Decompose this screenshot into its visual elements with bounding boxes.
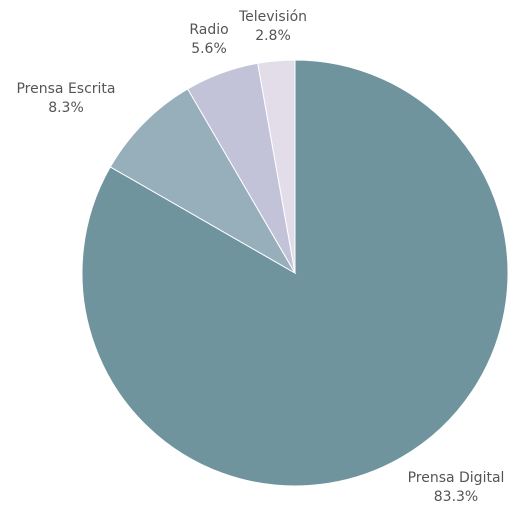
label-prensa-escrita: Prensa Escrita	[16, 81, 115, 97]
pie-slices	[81, 59, 509, 487]
slice-television	[257, 59, 296, 274]
value-label-television: 2.8%	[255, 28, 291, 44]
pie-labels: Prensa Digital 83.3% Prensa Escrita 8.3% Rad…	[16, 9, 504, 505]
label-prensa-digital: Prensa Digital	[408, 470, 505, 486]
label-television: Televisión	[238, 9, 307, 25]
value-label-prensa-escrita: 8.3%	[48, 100, 84, 116]
label-radio: Radio	[189, 22, 228, 38]
value-label-radio: 5.6%	[191, 41, 227, 57]
slice-prensa-escrita	[109, 88, 297, 275]
value-label-prensa-digital: 83.3%	[434, 489, 478, 505]
